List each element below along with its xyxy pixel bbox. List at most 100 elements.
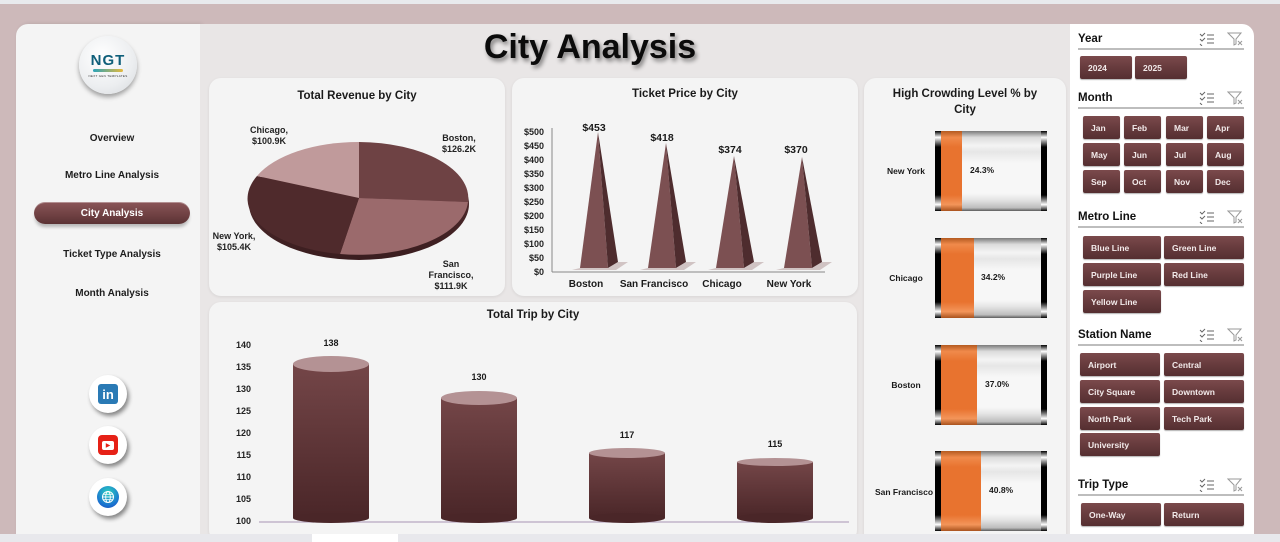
trip-type-chip-one-way[interactable]: One-Way	[1081, 503, 1161, 526]
trip-type-slicer-header: Trip Type	[1078, 476, 1244, 496]
trips-value-chicago: 117	[619, 430, 635, 440]
crowding-city-new-york: New York	[887, 166, 925, 176]
main-content: City Analysis Total Revenue by City Chic…	[200, 24, 1070, 542]
sheet-tab-active[interactable]	[312, 534, 398, 542]
month-chip-feb[interactable]: Feb	[1124, 116, 1161, 139]
metro-line-slicer-title: Metro Line	[1078, 211, 1137, 223]
pie-label-chicago: Chicago, $100.9K	[249, 125, 288, 146]
sheet-tab-bar	[0, 534, 1280, 542]
trips-chart-title: Total Trip by City	[486, 309, 580, 321]
trips-chart-card: Total Trip by City 140 135 130 125 120 1…	[209, 302, 857, 542]
station-slicer-title: Station Name	[1078, 329, 1152, 341]
trips-cylinders	[259, 356, 849, 523]
crowding-bar-san-francisco: 40.8%	[935, 451, 1047, 531]
multi-select-icon[interactable]	[1198, 209, 1216, 225]
month-chip-mar[interactable]: Mar	[1166, 116, 1203, 139]
multi-select-icon[interactable]	[1198, 327, 1216, 343]
ticket-price-chart-card: Ticket Price by City $500 $450 $400 $350…	[512, 78, 858, 296]
nav-metro-line-analysis[interactable]: Metro Line Analysis	[64, 169, 160, 181]
metro-line-slicer-header: Metro Line	[1078, 208, 1244, 228]
ticket-price-pyramids	[551, 128, 832, 273]
clear-filter-icon[interactable]	[1226, 31, 1244, 47]
top-strip	[0, 0, 1280, 4]
station-slicer-header: Station Name	[1078, 326, 1244, 346]
ticket-value-chicago: $374	[718, 144, 742, 156]
logo-subtitle: NEXT GEN TEMPLATES	[88, 73, 128, 78]
station-chip-airport[interactable]: Airport	[1080, 353, 1160, 376]
trip-type-chip-return[interactable]: Return	[1164, 503, 1244, 526]
logo-swoosh	[93, 68, 123, 72]
month-slicer-header: Month	[1078, 89, 1244, 109]
youtube-button[interactable]: ▶	[89, 426, 127, 464]
logo-text: NGT	[90, 51, 126, 69]
ticket-value-new-york: $370	[784, 144, 808, 156]
ticket-price-chart-title: Ticket Price by City	[632, 88, 738, 100]
trips-value-boston: 138	[323, 338, 339, 348]
year-slicer-title: Year	[1078, 33, 1103, 45]
year-chip-2025[interactable]: 2025	[1135, 56, 1187, 79]
month-chip-dec[interactable]: Dec	[1207, 170, 1244, 193]
metro-chip-blue-line[interactable]: Blue Line	[1083, 236, 1161, 259]
crowding-chart-title: High Crowding Level % by City	[892, 88, 1038, 116]
crowding-city-san-francisco: San Francisco	[874, 487, 934, 497]
linkedin-button[interactable]: in	[89, 375, 127, 413]
month-chip-aug[interactable]: Aug	[1207, 143, 1244, 166]
revenue-pie	[247, 141, 469, 260]
linkedin-icon: in	[98, 384, 118, 404]
pie-label-boston: Boston, $126.2K	[441, 133, 477, 154]
station-chip-downtown[interactable]: Downtown	[1164, 380, 1244, 403]
month-chip-apr[interactable]: Apr	[1207, 116, 1244, 139]
ticket-x-chicago: Chicago	[702, 279, 742, 290]
crowding-bar-boston: 37.0%	[935, 345, 1047, 425]
ticket-x-boston: Boston	[568, 279, 604, 290]
multi-select-icon[interactable]	[1198, 90, 1216, 106]
month-chip-oct[interactable]: Oct	[1124, 170, 1161, 193]
pie-label-new-york: New York, $105.4K	[212, 231, 256, 252]
revenue-chart-card: Total Revenue by City Chicago, $100.9K Bo…	[209, 78, 505, 296]
station-chip-north-park[interactable]: North Park	[1080, 407, 1160, 430]
month-slicer-title: Month	[1078, 92, 1113, 104]
nav-ticket-type-analysis[interactable]: Ticket Type Analysis	[63, 248, 161, 260]
metro-chip-yellow-line[interactable]: Yellow Line	[1083, 290, 1161, 313]
crowding-chart-card: High Crowding Level % by City New York 2…	[864, 78, 1066, 542]
clear-filter-icon[interactable]	[1226, 327, 1244, 343]
metro-chip-red-line[interactable]: Red Line	[1164, 263, 1244, 286]
month-chip-jan[interactable]: Jan	[1083, 116, 1120, 139]
station-chip-central[interactable]: Central	[1164, 353, 1244, 376]
station-chip-tech-park[interactable]: Tech Park	[1164, 407, 1244, 430]
month-chip-jun[interactable]: Jun	[1124, 143, 1161, 166]
clear-filter-icon[interactable]	[1226, 209, 1244, 225]
page-title: City Analysis	[483, 28, 697, 66]
nav-city-analysis[interactable]: City Analysis	[34, 202, 190, 224]
clear-filter-icon[interactable]	[1226, 477, 1244, 493]
ticket-value-boston: $453	[582, 122, 606, 134]
trip-type-slicer-title: Trip Type	[1078, 479, 1129, 491]
nav-overview[interactable]: Overview	[89, 132, 135, 144]
nav-month-analysis[interactable]: Month Analysis	[75, 287, 149, 299]
ticket-x-new-york: New York	[766, 279, 812, 290]
metro-chip-green-line[interactable]: Green Line	[1164, 236, 1244, 259]
station-chip-university[interactable]: University	[1080, 433, 1160, 456]
month-chip-sep[interactable]: Sep	[1083, 170, 1120, 193]
crowding-bar-new-york: 24.3%	[935, 131, 1047, 211]
clear-filter-icon[interactable]	[1226, 90, 1244, 106]
ticket-x-san-francisco: San Francisco	[619, 279, 689, 290]
multi-select-icon[interactable]	[1198, 31, 1216, 47]
ticket-value-san-francisco: $418	[650, 132, 674, 144]
trips-value-new-york: 115	[767, 439, 783, 449]
month-chip-may[interactable]: May	[1083, 143, 1120, 166]
month-chip-nov[interactable]: Nov	[1166, 170, 1203, 193]
crowding-city-boston: Boston	[891, 380, 921, 390]
multi-select-icon[interactable]	[1198, 477, 1216, 493]
trips-value-san-francisco: 130	[471, 372, 487, 382]
month-chip-jul[interactable]: Jul	[1166, 143, 1203, 166]
year-slicer-header: Year	[1078, 30, 1244, 50]
logo: NGT NEXT GEN TEMPLATES	[79, 36, 137, 94]
youtube-icon: ▶	[98, 435, 118, 455]
website-button[interactable]	[89, 478, 127, 516]
station-chip-city-square[interactable]: City Square	[1080, 380, 1160, 403]
year-chip-2024[interactable]: 2024	[1080, 56, 1132, 79]
crowding-bar-chicago: 34.2%	[935, 238, 1047, 318]
metro-chip-purple-line[interactable]: Purple Line	[1083, 263, 1161, 286]
revenue-chart-title: Total Revenue by City	[297, 90, 417, 102]
